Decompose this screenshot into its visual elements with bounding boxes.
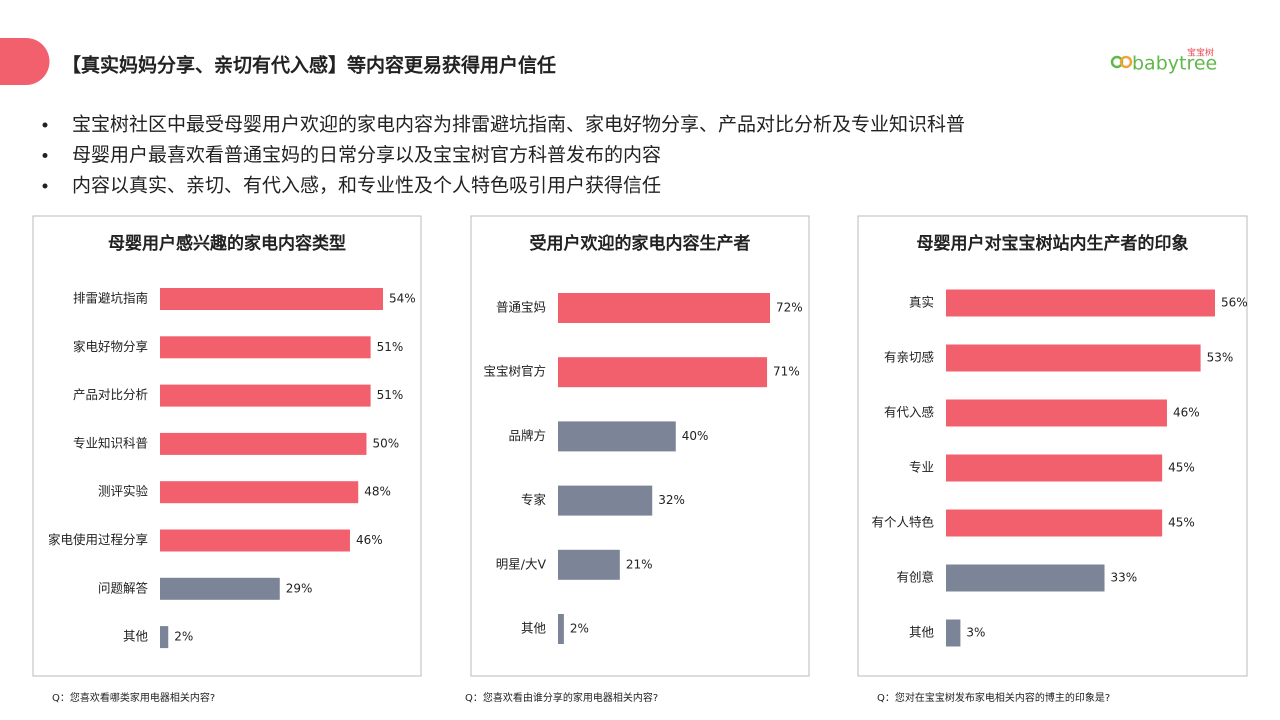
bar <box>946 454 1163 482</box>
bar <box>160 529 350 552</box>
category-label: 专业 <box>909 460 934 475</box>
value-label: 45% <box>1168 461 1195 475</box>
value-label: 46% <box>356 533 383 547</box>
category-label: 明星/大V <box>496 556 547 571</box>
bar <box>946 289 1215 317</box>
bar <box>160 481 359 504</box>
chart-title: 母婴用户感兴趣的家电内容类型 <box>108 233 346 254</box>
bar <box>946 564 1105 592</box>
value-label: 56% <box>1221 296 1248 310</box>
bar <box>160 577 280 600</box>
value-label: 51% <box>377 388 404 402</box>
value-label: 3% <box>966 626 985 640</box>
category-label: 有创意 <box>896 570 934 585</box>
category-label: 测评实验 <box>98 484 149 499</box>
value-label: 45% <box>1168 516 1195 530</box>
value-label: 46% <box>1173 406 1200 420</box>
bar <box>558 421 676 452</box>
bar <box>946 509 1163 537</box>
chart-panel <box>857 215 1248 677</box>
bar <box>558 485 653 516</box>
chart-title: 受用户欢迎的家电内容生产者 <box>530 233 751 254</box>
bullet-text: 宝宝树社区中最受母婴用户欢迎的家电内容为排雷避坑指南、家电好物分享、产品对比分析… <box>72 114 965 136</box>
bar <box>946 399 1167 427</box>
category-label: 产品对比分析 <box>73 387 148 402</box>
value-label: 71% <box>773 365 800 379</box>
category-label: 其他 <box>521 621 547 636</box>
category-label: 排雷避坑指南 <box>73 291 148 306</box>
value-label: 32% <box>658 493 685 507</box>
value-label: 54% <box>389 292 416 306</box>
bar <box>558 549 620 580</box>
category-label: 品牌方 <box>508 428 546 443</box>
category-label: 专家 <box>521 492 547 507</box>
logo-cn: 宝宝树 <box>1187 47 1214 59</box>
value-label: 33% <box>1111 571 1138 585</box>
bar <box>160 384 371 407</box>
bar <box>160 288 383 310</box>
chart: 母婴用户对宝宝树站内生产者的印象 Q：您对在宝宝树发布家电相关内容的博主的印象是?… <box>857 215 1248 704</box>
bullet-dot <box>42 183 48 189</box>
category-label: 家电好物分享 <box>73 339 148 354</box>
category-label: 有代入感 <box>884 405 934 420</box>
bullet-dot <box>42 153 48 158</box>
category-label: 有个人特色 <box>871 515 934 530</box>
category-label: 家电使用过程分享 <box>48 532 148 547</box>
bar <box>160 626 169 649</box>
bar <box>946 344 1201 372</box>
value-label: 2% <box>174 630 193 644</box>
category-label: 其他 <box>123 629 149 644</box>
value-label: 29% <box>286 581 313 595</box>
category-label: 其他 <box>909 625 935 640</box>
value-label: 40% <box>682 429 709 443</box>
chart-caption: Q：您喜欢看哪类家用电器相关内容? <box>52 691 215 704</box>
logo-icon <box>1119 55 1133 69</box>
value-label: 51% <box>377 340 404 354</box>
chart-caption: Q：您对在宝宝树发布家电相关内容的博主的印象是? <box>877 691 1110 704</box>
logo-en: babytree <box>1132 53 1217 75</box>
bar <box>946 619 961 647</box>
value-label: 50% <box>372 436 399 450</box>
category-label: 专业知识科普 <box>73 435 148 450</box>
header-tab <box>0 38 50 85</box>
slide-title: 【真实妈妈分享、亲切有代入感】等内容更易获得用户信任 <box>62 54 556 77</box>
bar <box>160 432 367 455</box>
value-label: 53% <box>1207 351 1234 365</box>
category-label: 问题解答 <box>98 580 149 595</box>
value-label: 72% <box>776 301 803 315</box>
bar <box>558 293 770 323</box>
category-label: 真实 <box>909 295 934 310</box>
charts: 母婴用户感兴趣的家电内容类型 Q：您喜欢看哪类家用电器相关内容? 排雷避坑指南 54%… <box>32 215 1248 704</box>
value-label: 48% <box>364 485 391 499</box>
chart: 受用户欢迎的家电内容生产者 Q：您喜欢看由谁分享的家用电器相关内容? 普通宝妈 72%… <box>465 215 810 704</box>
chart: 母婴用户感兴趣的家电内容类型 Q：您喜欢看哪类家用电器相关内容? 排雷避坑指南 54%… <box>32 215 422 704</box>
bullet-dot <box>42 122 48 128</box>
value-label: 2% <box>570 622 589 636</box>
bar <box>558 614 564 644</box>
category-label: 普通宝妈 <box>496 300 546 315</box>
bar <box>160 336 371 359</box>
chart-caption: Q：您喜欢看由谁分享的家用电器相关内容? <box>465 691 658 704</box>
bar <box>558 357 768 388</box>
chart-title: 母婴用户对宝宝树站内生产者的印象 <box>917 233 1189 254</box>
value-label: 21% <box>626 557 653 571</box>
bullet-text: 内容以真实、亲切、有代入感，和专业性及个人特色吸引用户获得信任 <box>72 175 661 197</box>
bullet-list: 宝宝树社区中最受母婴用户欢迎的家电内容为排雷避坑指南、家电好物分享、产品对比分析… <box>42 114 965 197</box>
category-label: 宝宝树官方 <box>483 364 546 379</box>
bullet-text: 母婴用户最喜欢看普通宝妈的日常分享以及宝宝树官方科普发布的内容 <box>72 144 661 166</box>
category-label: 有亲切感 <box>884 350 934 365</box>
